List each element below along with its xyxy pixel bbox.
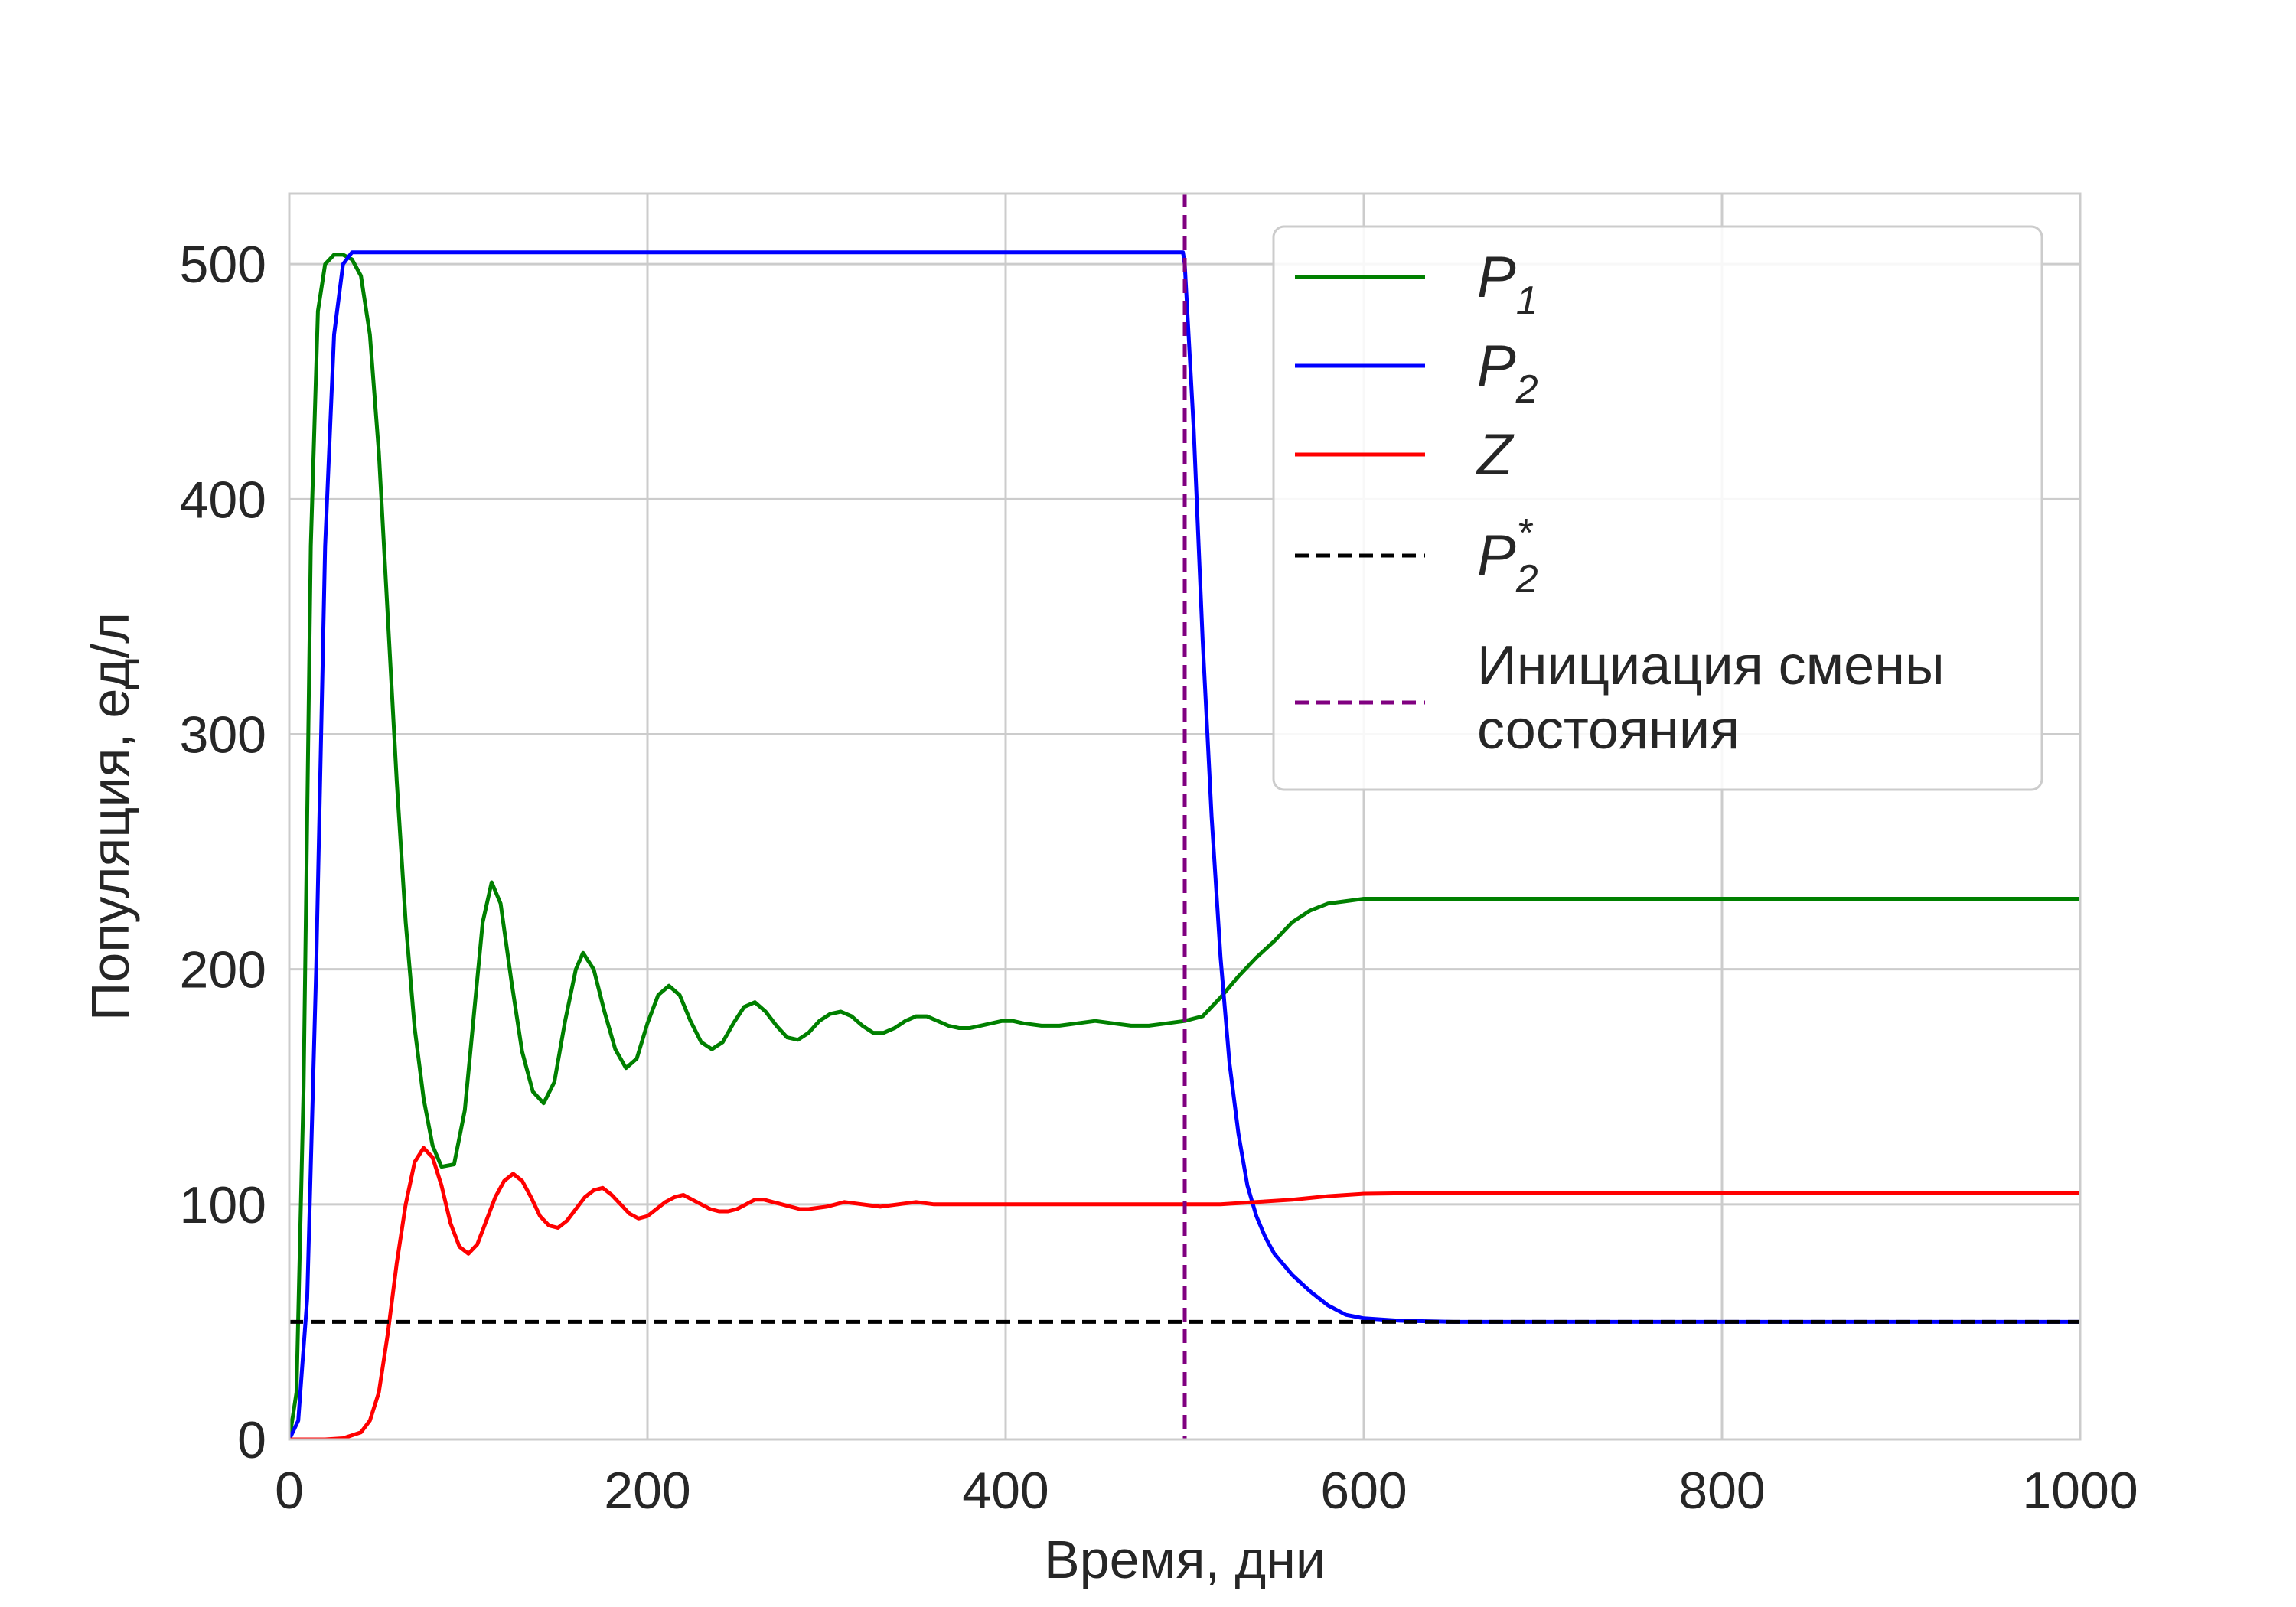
tick-labels: 0 200 400 600 800 1000 0 100 200 300 400 500 <box>180 236 2138 1520</box>
legend-label-0: P1 <box>1477 245 1538 323</box>
y-tick-label: 0 <box>237 1411 266 1469</box>
series-lines <box>289 250 2080 1439</box>
x-tick-label: 1000 <box>2022 1462 2138 1520</box>
y-tick-label: 300 <box>180 706 266 764</box>
x-tick-label: 600 <box>1320 1462 1407 1520</box>
y-tick-label: 400 <box>180 471 266 529</box>
y-axis-label: Популяция, ед/л <box>80 612 140 1021</box>
x-tick-label: 0 <box>275 1462 304 1520</box>
x-axis-label: Время, дни <box>1044 1530 1326 1589</box>
legend-box <box>1272 225 2043 791</box>
y-tick-label: 200 <box>180 941 266 999</box>
x-tick-label: 400 <box>962 1462 1049 1520</box>
x-tick-label: 200 <box>604 1462 690 1520</box>
y-tick-label: 500 <box>180 236 266 294</box>
legend-label-vline-line-0: Инициация смены <box>1477 635 1945 696</box>
series-line-2 <box>289 1146 2080 1439</box>
y-tick-label: 100 <box>180 1176 266 1234</box>
series-line-1 <box>289 250 2080 1439</box>
x-tick-label: 800 <box>1678 1462 1765 1520</box>
legend-label-vline-line-1: состояния <box>1477 699 1740 761</box>
legend-label-1: P2 <box>1477 334 1538 412</box>
series-line-0 <box>289 253 2080 1439</box>
plot-frame <box>288 192 2082 1441</box>
legend-label-2: Z <box>1476 422 1515 487</box>
legend-label-3: P2* <box>1477 511 1538 601</box>
